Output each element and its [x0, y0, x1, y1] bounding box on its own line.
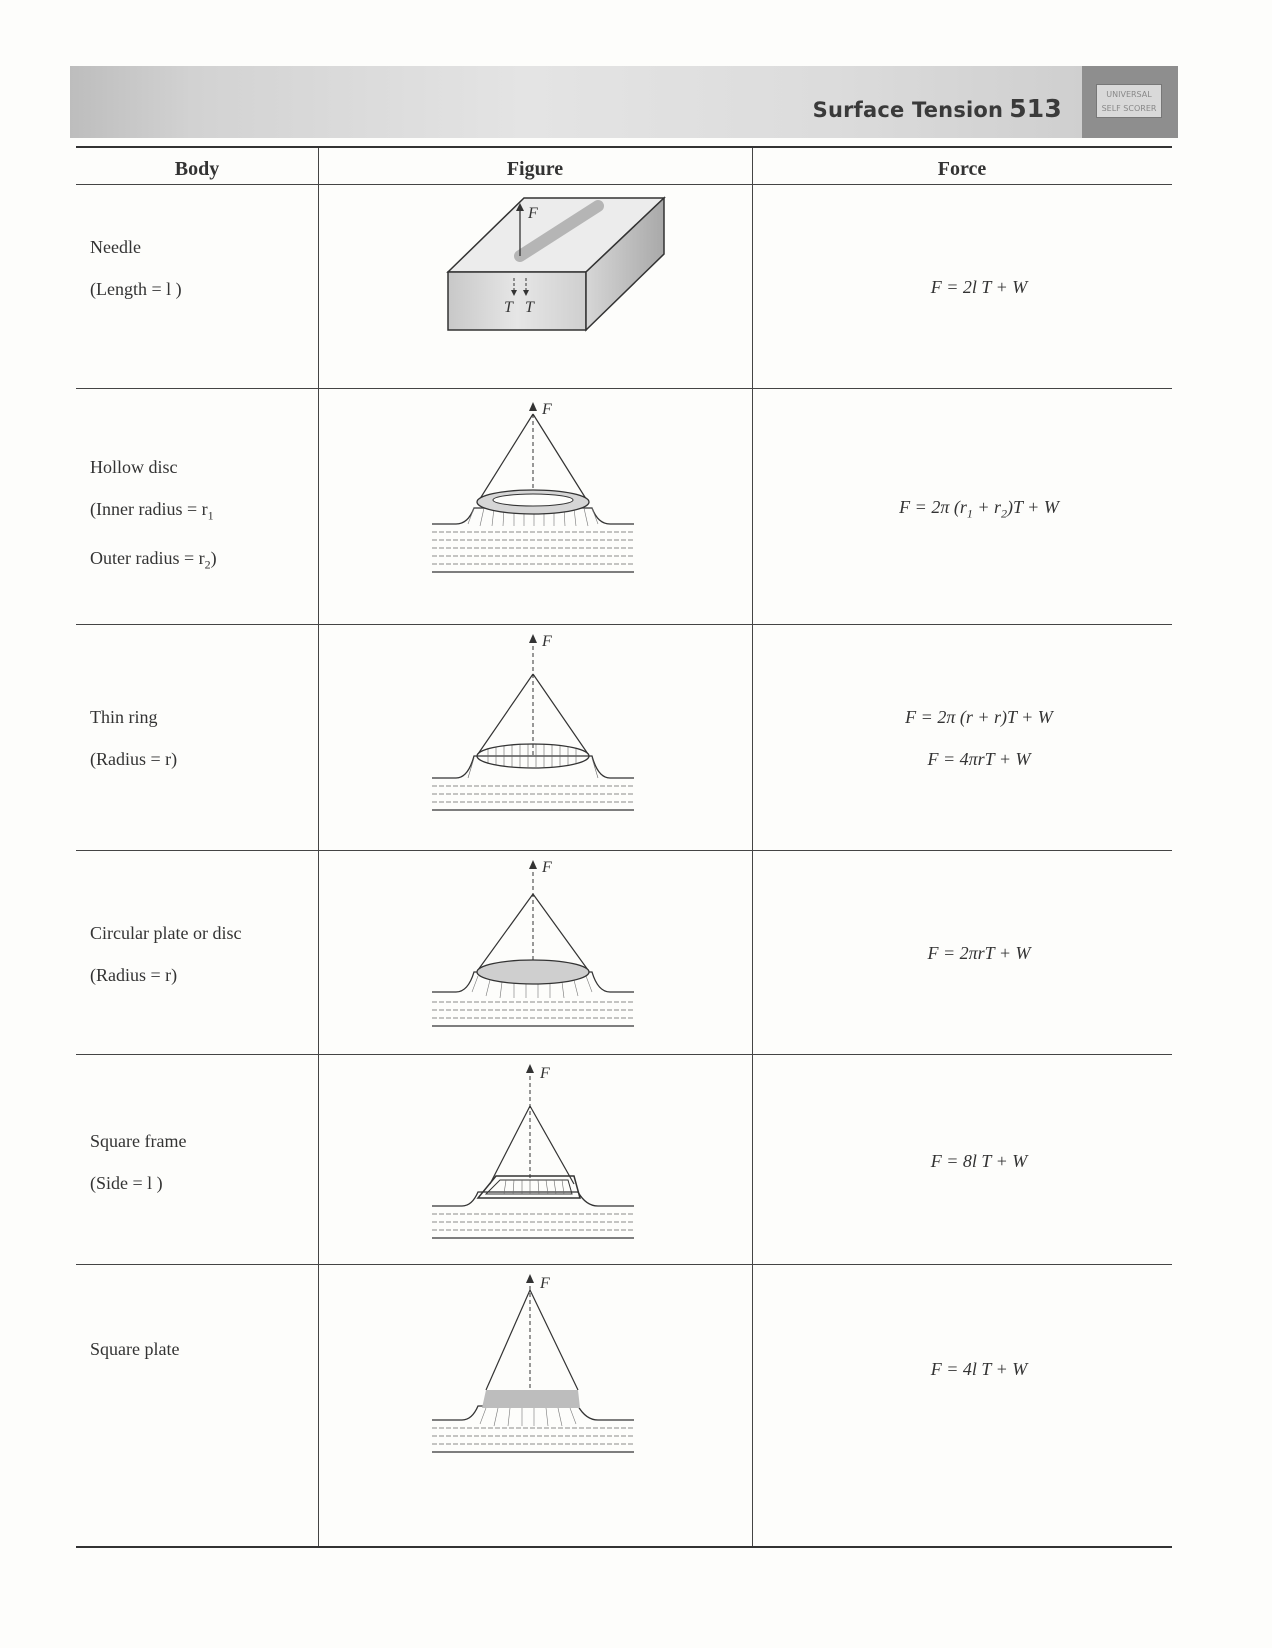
chapter-title: Surface Tension	[812, 98, 1004, 122]
publisher-badge-label: UNIVERSAL SELF SCORER	[1096, 84, 1162, 118]
row-thin-ring-force: F = 2π (r + r)T + W F = 4πrT + W	[905, 707, 1053, 769]
row-hollow-disc-body: Hollow disc (Inner radius = r1 Outer rad…	[90, 457, 217, 572]
thin-ring-label-f: F	[541, 633, 552, 650]
row-square-plate-body: Square plate	[90, 1339, 180, 1359]
circular-plate-label-f: F	[541, 859, 552, 876]
row-square-frame-body: Square frame (Side = l )	[90, 1131, 187, 1193]
row-hollow-disc-force: F = 2π (r1 + r2)T + W	[899, 497, 1059, 521]
square-plate-label-f: F	[539, 1275, 550, 1292]
hollow-disc-label-f: F	[541, 401, 552, 418]
row-square-frame-force: F = 8l T + W	[930, 1151, 1028, 1171]
row-thin-ring-body: Thin ring (Radius = r)	[90, 707, 178, 769]
row-divider	[76, 1264, 1172, 1265]
needle-label-t2: T	[525, 299, 535, 316]
row-divider	[76, 624, 1172, 625]
square-frame-figure: F	[432, 1064, 634, 1239]
row-circular-plate-body: Circular plate or disc (Radius = r)	[90, 923, 242, 985]
needle-label-t1: T	[504, 299, 514, 316]
page-number: 513	[1009, 94, 1062, 123]
row-needle-body: Needle (Length = l )	[90, 237, 182, 299]
row-circular-plate-force: F = 2πrT + W	[927, 943, 1031, 963]
hollow-disc-figure: F	[432, 401, 634, 573]
circular-plate-figure: F	[432, 859, 634, 1027]
row-needle-force: F = 2l T + W	[930, 277, 1028, 297]
row-square-plate-force: F = 4l T + W	[930, 1359, 1028, 1379]
column-divider	[752, 148, 753, 1546]
row-divider	[76, 388, 1172, 389]
header-divider	[76, 184, 1172, 185]
row-divider	[76, 1054, 1172, 1055]
page-header-title: Surface Tension 513	[813, 94, 1062, 123]
needle-figure: F T T	[446, 196, 666, 332]
page-header-band: Surface Tension 513	[70, 66, 1082, 138]
column-header-figure: Figure	[506, 158, 564, 180]
column-header-body: Body	[174, 158, 220, 180]
column-divider	[318, 148, 319, 1546]
thin-ring-figure: F	[432, 633, 634, 811]
surface-tension-force-table: Body Figure Force Needle (Length = l ) F…	[76, 146, 1172, 1548]
needle-label-f: F	[527, 205, 538, 222]
needle-shape	[514, 200, 604, 262]
square-plate-figure: F	[432, 1274, 634, 1453]
publisher-badge: UNIVERSAL SELF SCORER	[1082, 66, 1178, 138]
column-header-force: Force	[937, 158, 987, 180]
row-divider	[76, 850, 1172, 851]
square-frame-label-f: F	[539, 1065, 550, 1082]
